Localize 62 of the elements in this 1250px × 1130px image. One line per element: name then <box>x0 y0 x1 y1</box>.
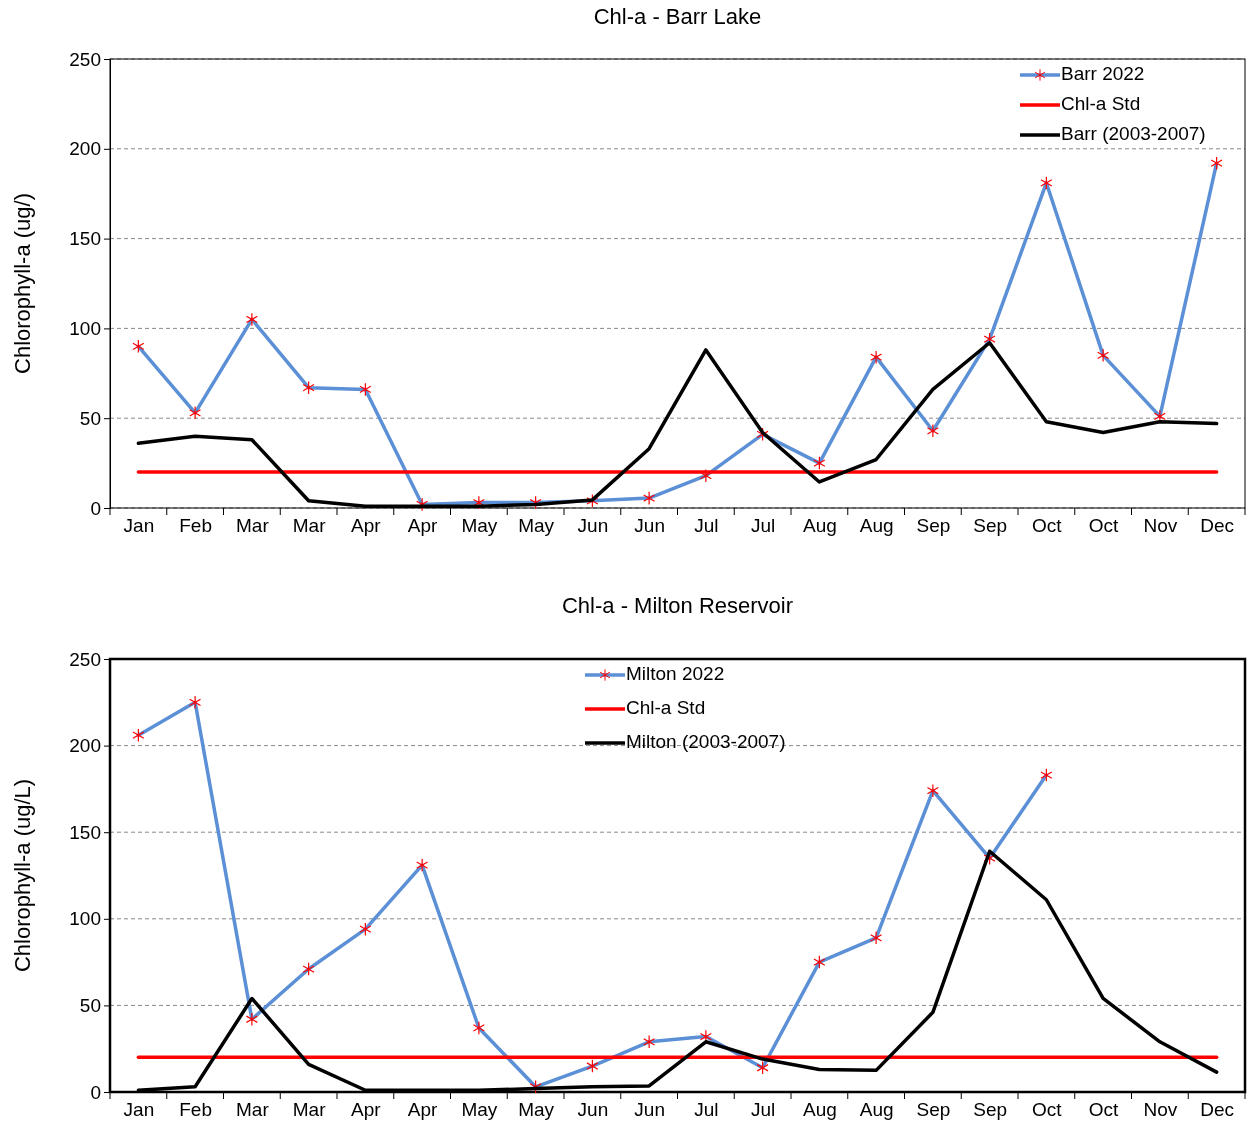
x-tick-label: Oct <box>1088 1098 1120 1120</box>
x-tick-label: Jul <box>750 514 776 536</box>
legend-label: Barr 2022 <box>1061 63 1145 85</box>
x-tick-label: Jun <box>577 1098 609 1120</box>
x-tick-label: Jan <box>123 514 155 536</box>
x-tick-label: May <box>461 514 498 536</box>
chart-title: Chl-a - Milton Reservoir <box>561 592 794 618</box>
y-tick-label: 200 <box>69 735 101 757</box>
x-tick-label: Oct <box>1032 1098 1063 1120</box>
x-tick-label: May <box>518 514 555 536</box>
legend-label: Barr (2003-2007) <box>1061 123 1206 145</box>
x-tick-label: Jul <box>694 514 719 536</box>
y-tick-label: 50 <box>79 407 101 429</box>
x-tick-label: Feb <box>179 1098 212 1120</box>
x-tick-label: Sep <box>916 1098 951 1120</box>
x-tick-label: Mar <box>236 1098 270 1120</box>
y-tick-label: 150 <box>69 228 101 250</box>
x-tick-label: May <box>461 1098 498 1120</box>
x-tick-label: Aug <box>802 514 837 536</box>
y-axis-title: Chlorophyll-a (ug/) <box>10 193 35 374</box>
x-tick-label: Sep <box>973 514 1008 536</box>
y-tick-label: 100 <box>69 908 101 930</box>
y-tick-label: 250 <box>69 48 101 70</box>
x-tick-label: May <box>518 1098 555 1120</box>
x-tick-label: Oct <box>1088 514 1120 536</box>
x-tick-label: Apr <box>351 514 382 536</box>
x-tick-label: Jun <box>634 1098 665 1120</box>
x-tick-label: Nov <box>1143 514 1178 536</box>
y-tick-label: 0 <box>90 497 101 519</box>
y-axis-title: Chlorophyll-a (ug/L) <box>10 778 35 973</box>
x-tick-label: Apr <box>407 514 439 536</box>
y-tick-label: 100 <box>69 317 101 339</box>
legend-label: Chl-a Std <box>1061 93 1141 115</box>
x-tick-label: Jan <box>123 1098 155 1120</box>
x-tick-label: Jul <box>694 1098 719 1120</box>
x-tick-label: Mar <box>292 514 327 536</box>
x-tick-label: Mar <box>292 1098 327 1120</box>
x-tick-label: Apr <box>351 1098 382 1120</box>
x-tick-label: Mar <box>236 514 270 536</box>
x-tick-label: Aug <box>859 514 894 536</box>
x-tick-label: Aug <box>802 1098 837 1120</box>
chart-title: Chl-a - Barr Lake <box>593 3 762 29</box>
legend-label: Chl-a Std <box>626 697 706 719</box>
x-tick-label: Nov <box>1143 1098 1178 1120</box>
x-tick-label: Aug <box>859 1098 894 1120</box>
x-tick-label: Apr <box>407 1098 439 1120</box>
x-tick-label: Dec <box>1200 514 1235 536</box>
x-tick-label: Feb <box>179 514 212 536</box>
y-tick-label: 50 <box>79 994 101 1016</box>
legend-label: Milton 2022 <box>626 663 725 685</box>
y-tick-label: 200 <box>69 138 101 160</box>
x-tick-label: Oct <box>1032 514 1063 536</box>
legend-label: Milton (2003-2007) <box>626 731 786 753</box>
x-tick-label: Sep <box>916 514 951 536</box>
x-tick-label: Jun <box>634 514 665 536</box>
x-tick-label: Sep <box>973 1098 1008 1120</box>
y-tick-label: 250 <box>69 648 101 670</box>
x-tick-label: Dec <box>1200 1098 1235 1120</box>
y-tick-label: 150 <box>69 821 101 843</box>
y-tick-label: 0 <box>90 1081 101 1103</box>
x-tick-label: Jun <box>577 514 609 536</box>
x-tick-label: Jul <box>750 1098 776 1120</box>
